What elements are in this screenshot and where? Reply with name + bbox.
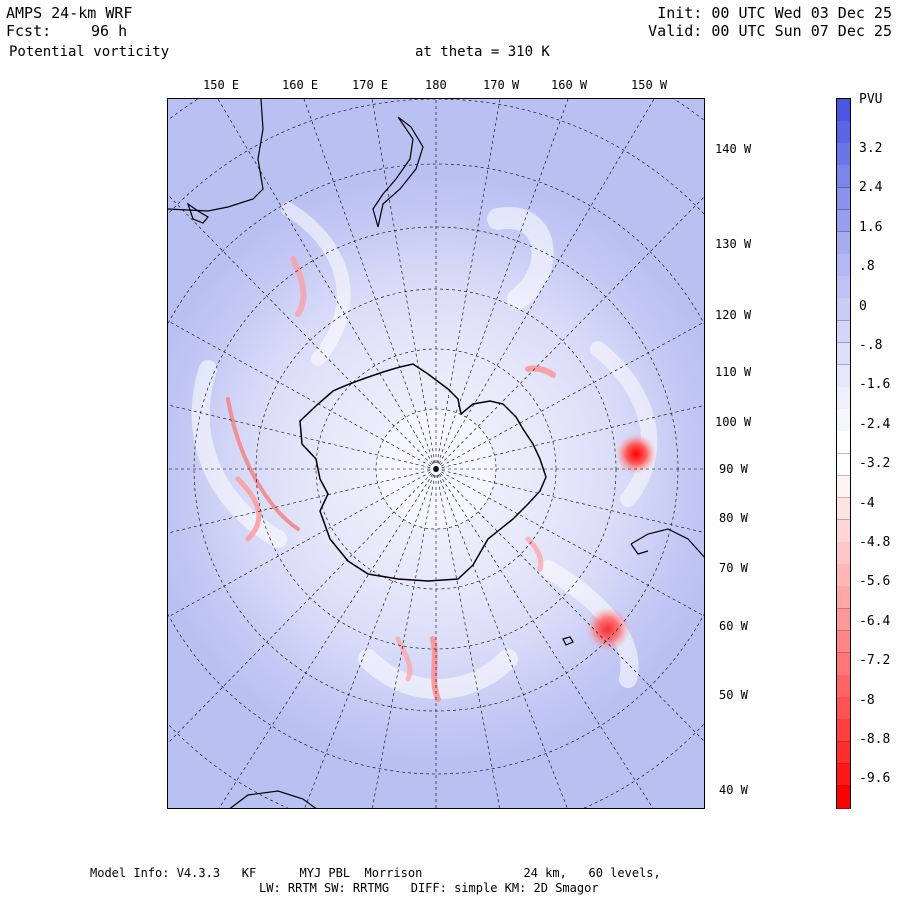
colorbar-tick-label: -5.6 <box>859 574 891 590</box>
lon-label-right: 90 W <box>719 462 748 476</box>
colorbar-segment <box>837 719 850 743</box>
model-info-line1: Model Info: V4.3.3 KF MYJ PBL Morrison 2… <box>90 866 661 880</box>
lon-label-right: 60 W <box>719 619 748 633</box>
meridians <box>168 99 704 808</box>
valid-time: Valid: 00 UTC Sun 07 Dec 25 <box>648 22 892 40</box>
lon-label-right: 80 W <box>719 511 748 525</box>
lon-label-right: 130 W <box>715 237 752 251</box>
colorbar-segment <box>837 209 850 233</box>
pv-minimum-east <box>616 434 656 474</box>
colorbar-tick-label: -.8 <box>859 338 883 353</box>
lon-label-right: 120 W <box>715 308 752 322</box>
lon-label-top: 160 W <box>551 78 588 92</box>
colorbar-tick-label: -9.6 <box>859 771 891 787</box>
colorbar-tick-label: 0 <box>859 298 867 314</box>
colorbar-segment <box>837 409 850 432</box>
colorbar-segment <box>837 387 850 410</box>
colorbar-tick-label: -8.8 <box>859 732 891 747</box>
colorbar-tick-label: -4.8 <box>859 535 891 550</box>
tasmania-coast <box>186 202 209 224</box>
colorbar-segment <box>837 630 850 654</box>
lon-label-top: 160 E <box>282 78 319 92</box>
colorbar-segment <box>837 121 850 144</box>
antarctica-outline <box>299 363 547 582</box>
colorbar-segment <box>837 298 850 322</box>
colorbar-tick-label: -4 <box>859 495 875 511</box>
colorbar-segment <box>837 652 850 676</box>
colorbar-segment <box>837 586 850 610</box>
colorbar-segment <box>837 475 850 499</box>
pv-minimum-south <box>586 607 630 651</box>
colorbar-tick-label: -8 <box>859 692 875 708</box>
colorbar-segment <box>837 364 850 388</box>
colorbar-segment <box>837 99 850 122</box>
lon-label-top: 180 <box>425 78 447 92</box>
colorbar-segment <box>837 342 850 366</box>
colorbar-segment <box>837 231 850 255</box>
polar-stereographic-map <box>168 99 704 808</box>
colorbar-tick-label: 2.4 <box>859 180 883 196</box>
colorbar-segment <box>837 608 850 632</box>
lon-label-right: 40 W <box>719 783 748 797</box>
field-name: Potential vorticity <box>9 44 170 60</box>
forecast-label: Fcst: <box>6 22 52 40</box>
falklands-coast <box>562 636 574 646</box>
southern-africa-coast <box>229 790 317 808</box>
colorbar-segment <box>837 431 850 454</box>
lon-label-right: 100 W <box>715 415 752 429</box>
colorbar-tick-label: -2.4 <box>859 416 891 432</box>
colorbar-tick-label: -3.2 <box>859 456 891 472</box>
model-info-line2: LW: RRTM SW: RRTMG DIFF: simple KM: 2D S… <box>259 881 599 895</box>
forecast-hour: 96 h <box>91 22 128 40</box>
lon-label-right: 70 W <box>719 561 748 575</box>
south-america-coast <box>630 528 704 558</box>
colorbar-tick-label: 1.6 <box>859 219 883 235</box>
lon-label-right: 110 W <box>715 365 752 379</box>
colorbar-segment <box>837 276 850 299</box>
colorbar-segment <box>837 497 850 521</box>
colorbar-segment <box>837 254 850 277</box>
lon-label-top: 170 E <box>352 78 389 92</box>
colorbar-segment <box>837 542 850 565</box>
pv-colorbar <box>836 98 851 809</box>
colorbar-segment <box>837 564 850 587</box>
lon-label-right: 140 W <box>715 142 752 156</box>
lon-label-top: 170 W <box>483 78 520 92</box>
colorbar-segment <box>837 453 850 477</box>
lon-label-right: 50 W <box>719 688 748 702</box>
colorbar-segment <box>837 165 850 189</box>
colorbar-unit: PVU <box>859 92 883 107</box>
colorbar-tick-label: -6.4 <box>859 613 891 629</box>
colorbar-segment <box>837 741 850 765</box>
colorbar-segment <box>837 697 850 720</box>
pv-map <box>167 98 705 809</box>
colorbar-tick-label: .8 <box>859 259 875 275</box>
colorbar-segment <box>837 320 850 344</box>
lon-label-top: 150 W <box>631 78 668 92</box>
colorbar-segment <box>837 519 850 543</box>
colorbar-segment <box>837 187 850 211</box>
colorbar-segment <box>837 143 850 166</box>
colorbar-segment <box>837 763 850 787</box>
new-zealand-coast <box>372 116 424 228</box>
colorbar-segment <box>837 675 850 698</box>
model-title: AMPS 24-km WRF <box>6 4 133 22</box>
australia-coast <box>168 99 264 212</box>
lon-label-top: 150 E <box>203 78 240 92</box>
colorbar-tick-label: 3.2 <box>859 141 883 156</box>
colorbar-segment <box>837 785 850 809</box>
colorbar-tick-label: -7.2 <box>859 653 891 669</box>
init-time: Init: 00 UTC Wed 03 Dec 25 <box>657 4 892 22</box>
colorbar-tick-label: -1.6 <box>859 377 891 393</box>
theta-level: at theta = 310 K <box>415 44 550 60</box>
